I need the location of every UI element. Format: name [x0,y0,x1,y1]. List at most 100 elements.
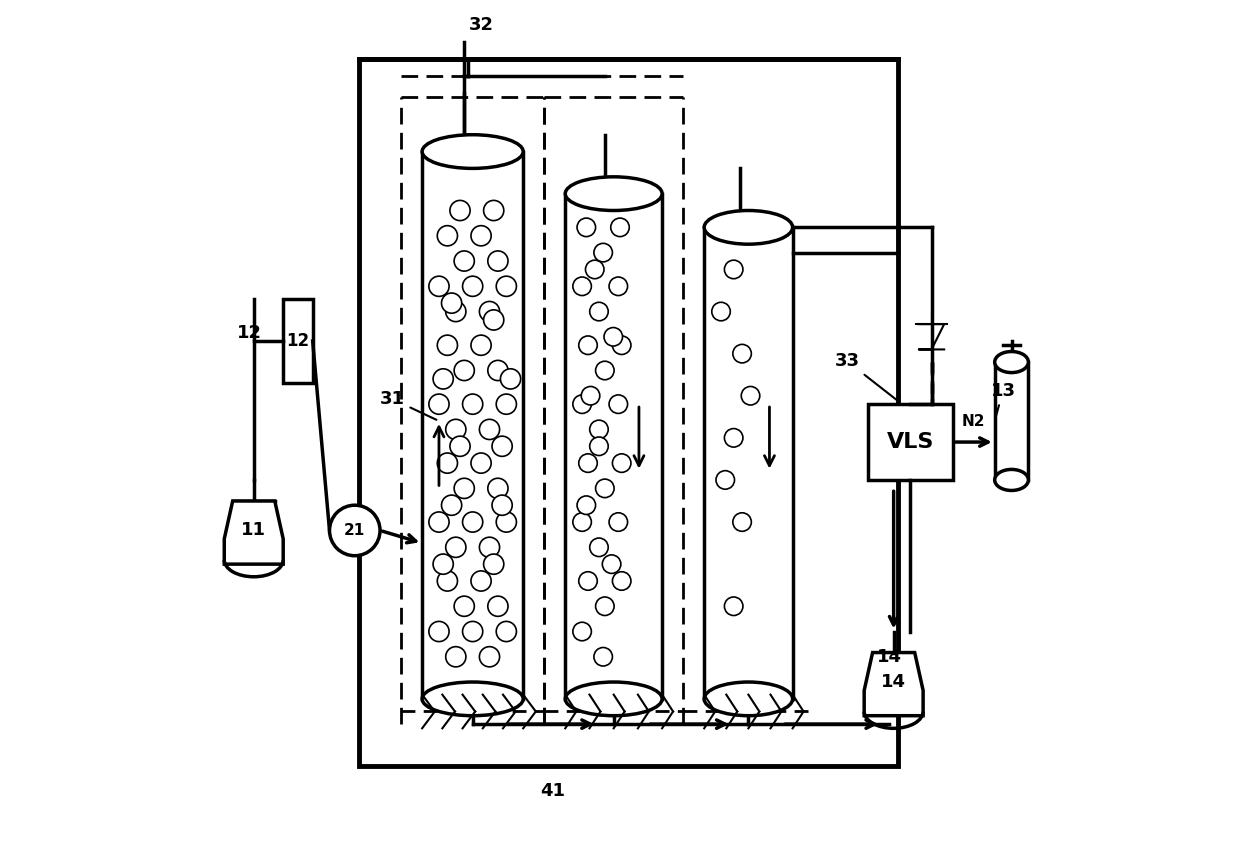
Circle shape [429,512,449,532]
Text: 14: 14 [877,647,901,666]
Ellipse shape [565,177,662,210]
Ellipse shape [704,682,792,716]
Text: 31: 31 [379,390,436,420]
Circle shape [590,420,608,439]
Bar [283,299,312,383]
Text: N2: N2 [962,414,986,429]
Ellipse shape [422,135,523,168]
Circle shape [484,310,503,330]
Circle shape [594,243,613,262]
Bar [704,227,792,699]
Circle shape [577,218,595,237]
Circle shape [579,454,598,472]
Circle shape [454,596,475,616]
Circle shape [463,621,482,642]
Polygon shape [224,501,283,564]
Circle shape [613,336,631,354]
Circle shape [573,277,591,296]
Circle shape [603,555,621,573]
Circle shape [590,437,608,456]
Circle shape [450,200,470,221]
Text: 12: 12 [286,332,309,350]
Circle shape [487,478,508,498]
Circle shape [487,596,508,616]
Circle shape [480,301,500,322]
Circle shape [438,226,458,246]
Circle shape [471,571,491,591]
Circle shape [590,538,608,557]
Circle shape [724,260,743,279]
Circle shape [496,276,516,296]
Circle shape [454,251,475,271]
Polygon shape [864,653,923,716]
Circle shape [496,394,516,414]
Circle shape [733,344,751,363]
Circle shape [582,386,600,405]
Ellipse shape [422,682,523,716]
Circle shape [492,495,512,515]
Circle shape [573,513,591,531]
Circle shape [445,647,466,667]
Circle shape [480,537,500,557]
Circle shape [441,495,461,515]
Circle shape [595,479,614,498]
Bar [360,59,898,766]
Circle shape [613,572,631,590]
Text: VLS: VLS [887,432,934,452]
Ellipse shape [565,682,662,716]
Circle shape [613,454,631,472]
Ellipse shape [994,352,1028,372]
Circle shape [433,554,454,574]
Circle shape [611,218,629,237]
Bar [868,404,952,480]
Circle shape [429,276,449,296]
Circle shape [330,505,379,556]
Circle shape [733,513,751,531]
Circle shape [594,647,613,666]
Circle shape [595,361,614,380]
Circle shape [450,436,470,456]
Bar [565,194,662,699]
Circle shape [471,453,491,473]
Circle shape [454,478,475,498]
Circle shape [585,260,604,279]
Circle shape [492,436,512,456]
Circle shape [487,251,508,271]
Text: 21: 21 [345,523,366,538]
Circle shape [471,226,491,246]
Circle shape [609,277,627,296]
Circle shape [463,512,482,532]
Circle shape [496,512,516,532]
Circle shape [579,572,598,590]
Text: 32: 32 [469,16,494,35]
Circle shape [445,419,466,440]
Circle shape [463,276,482,296]
Circle shape [438,453,458,473]
Circle shape [609,513,627,531]
Circle shape [501,369,521,389]
Circle shape [463,394,482,414]
Circle shape [595,597,614,616]
Circle shape [487,360,508,381]
Circle shape [441,293,461,313]
Circle shape [577,496,595,514]
Circle shape [445,301,466,322]
Circle shape [471,335,491,355]
Circle shape [433,369,454,389]
Circle shape [438,335,458,355]
Circle shape [480,419,500,440]
Circle shape [590,302,608,321]
Circle shape [742,386,760,405]
Circle shape [429,394,449,414]
Circle shape [438,571,458,591]
Circle shape [496,621,516,642]
Circle shape [724,597,743,616]
Circle shape [454,360,475,381]
Circle shape [712,302,730,321]
Text: 12: 12 [237,323,262,342]
Bar [422,152,523,699]
Ellipse shape [704,210,792,244]
Ellipse shape [994,470,1028,490]
Circle shape [484,200,503,221]
Text: 11: 11 [242,521,267,540]
